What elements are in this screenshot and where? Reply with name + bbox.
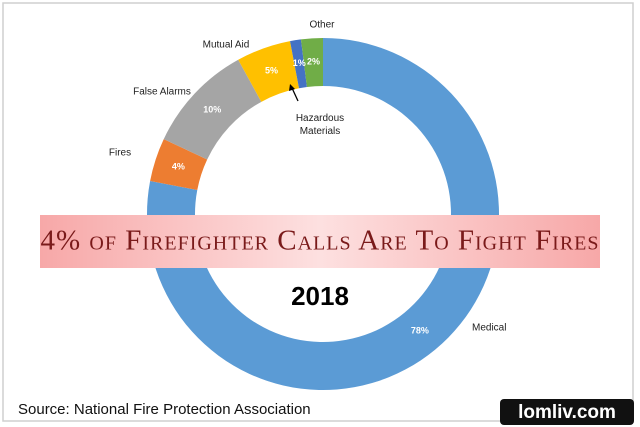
category-label: Mutual Aid <box>203 40 250 51</box>
slice <box>150 139 208 191</box>
value-label: 2% <box>307 57 320 67</box>
value-label: 10% <box>203 104 221 114</box>
chart-title: 4% of Firefighter Calls Are To Fight Fir… <box>41 225 600 257</box>
watermark-box <box>500 399 634 425</box>
donut <box>146 38 500 391</box>
source-note: Source: National Fire Protection Associa… <box>18 401 311 418</box>
slice <box>300 38 323 88</box>
slice <box>290 39 307 89</box>
slice <box>238 41 300 102</box>
category-label: False Alarms <box>133 87 191 98</box>
value-label: 78% <box>411 325 429 335</box>
category-label: Hazardous Materials <box>296 113 344 137</box>
category-label: Other <box>309 20 335 31</box>
callout-line <box>291 87 299 102</box>
category-label: Fires <box>109 148 131 159</box>
watermark: lomliv.com <box>518 402 616 423</box>
category-label: Medical <box>472 323 506 334</box>
callout-arrow <box>289 84 295 91</box>
value-label: 4% <box>172 161 185 171</box>
value-label: 1% <box>293 58 306 68</box>
chart-subtitle: 2018 <box>291 281 349 311</box>
title-banner <box>40 215 600 268</box>
slice <box>163 59 262 160</box>
value-label: 5% <box>265 65 278 75</box>
